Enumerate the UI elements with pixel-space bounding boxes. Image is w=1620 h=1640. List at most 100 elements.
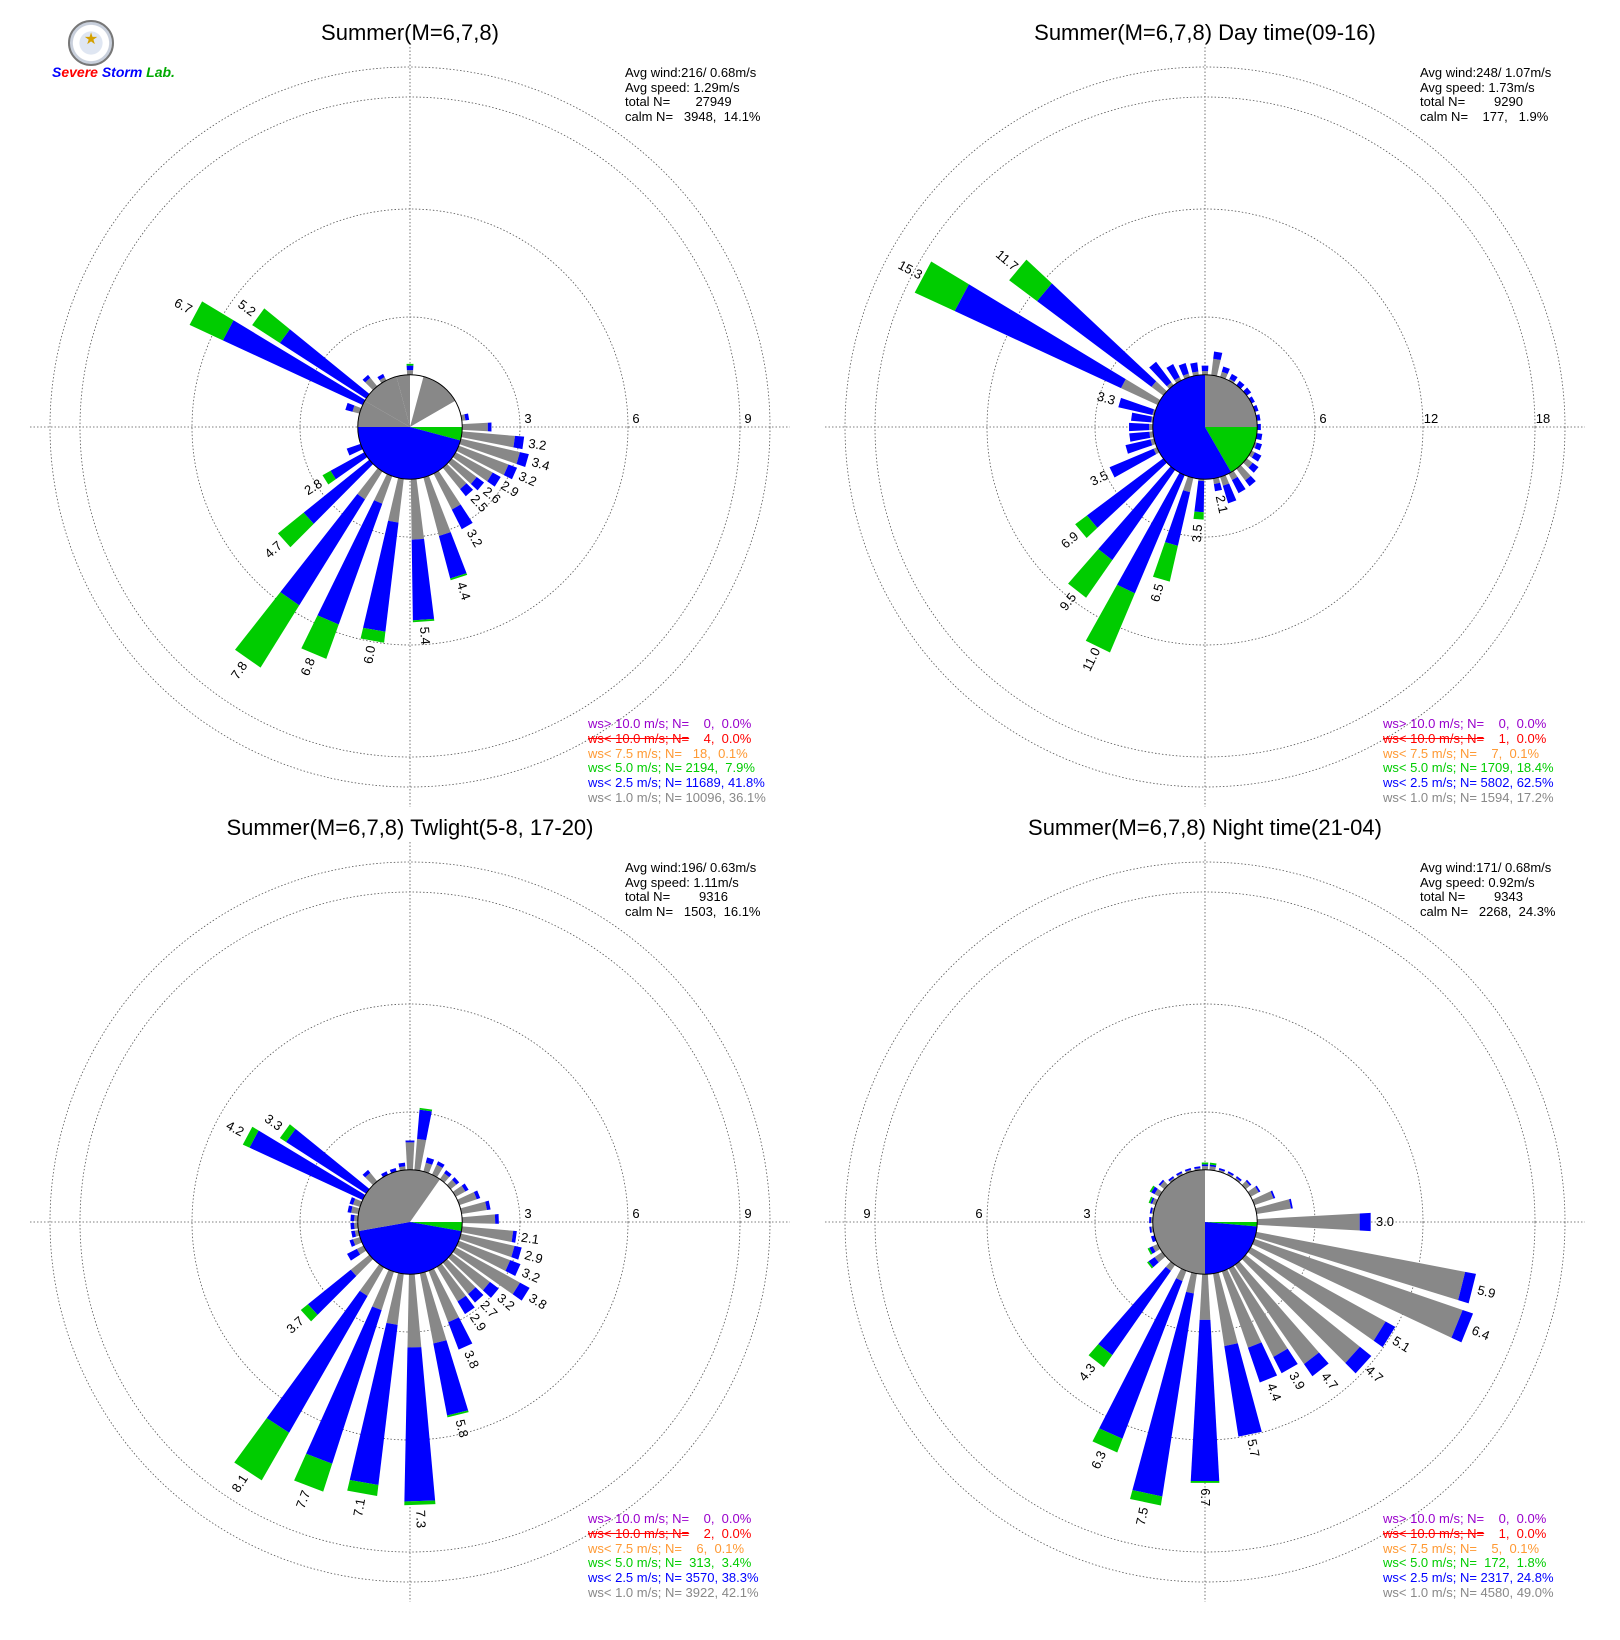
bar-calm-segment: [1176, 1268, 1187, 1282]
bar-slow-segment: [485, 1200, 491, 1211]
bar-slow-segment: [279, 329, 370, 399]
bar-value-label: 7.3: [413, 1510, 429, 1529]
bar-moderate-segment: [322, 470, 336, 485]
bar-moderate-segment: [406, 363, 414, 366]
legend-label: ws< 2.5 m/s; N=: [1383, 775, 1477, 791]
bar-moderate-segment: [279, 1124, 296, 1142]
legend-label: ws< 5.0 m/s; N=: [588, 1555, 682, 1571]
bar-slow-segment: [1129, 431, 1151, 442]
legend-label: ws> 10.0 m/s; N=: [1383, 1511, 1485, 1526]
bar-slow-segment: [349, 1197, 356, 1205]
bar-calm-segment: [388, 477, 404, 523]
ring-label: 9: [744, 1206, 751, 1221]
bar-calm-segment: [351, 1206, 360, 1214]
bar-calm-segment: [1234, 1261, 1320, 1365]
bar-slow-segment: [347, 1205, 353, 1213]
bar-slow-segment: [1255, 433, 1263, 441]
bar-moderate-segment: [1209, 1162, 1217, 1166]
legend-label: ws< 5.0 m/s; N=: [588, 760, 682, 776]
calm-pie-slice: [410, 427, 463, 441]
ring-label: 6: [1319, 411, 1326, 426]
bar-slow-segment: [222, 320, 366, 406]
bar-calm-segment: [442, 463, 467, 490]
legend-entry: ws< 7.5 m/s; N= 6, 0.1%: [588, 1540, 759, 1557]
bar-slow-segment: [512, 1282, 530, 1301]
bar-value-label: 3.9: [1286, 1369, 1308, 1392]
bar-value-label: 3.2: [527, 436, 547, 453]
bar-slow-segment: [1235, 1176, 1242, 1182]
bar-slow-segment: [1149, 1226, 1152, 1233]
stats-line: total N= 9316: [625, 889, 728, 904]
legend-value: 5, 0.1%: [1480, 1540, 1540, 1556]
bar-moderate-segment: [419, 1107, 433, 1112]
bar-slow-segment: [1176, 1171, 1183, 1176]
bar-value-label: 6.7: [1198, 1488, 1213, 1506]
bar-calm-segment: [1201, 371, 1209, 375]
bar-value-label: 4.7: [1363, 1362, 1386, 1385]
stats-line: Avg speed: 1.29m/s: [625, 79, 740, 95]
bar-calm-segment: [1247, 1186, 1259, 1197]
bar-slow-segment: [346, 443, 363, 456]
bar-slow-segment: [516, 452, 529, 467]
legend-label: ws< 7.5 m/s; N=: [588, 1540, 682, 1556]
bar-calm-segment: [448, 458, 477, 485]
bar-slow-segment: [363, 520, 399, 632]
bar-slow-segment: [1248, 396, 1255, 404]
bar-slow-segment: [1149, 1246, 1156, 1254]
legend-value: 18, 0.1%: [685, 745, 748, 761]
calm-pie-slice: [1205, 374, 1258, 427]
windrose-panel-3: 3 6 92.12.93.23.83.22.72.93.85.87.37.17.78…: [30, 842, 790, 1602]
calm-pie-slice: [1205, 1222, 1258, 1227]
bar-slow-segment: [1251, 452, 1262, 462]
bar-slow-segment: [1227, 1171, 1234, 1176]
bar-calm-segment: [386, 1272, 404, 1325]
bar-calm-segment: [1220, 475, 1230, 486]
bar-slow-segment: [1213, 482, 1223, 492]
bar-calm-segment: [423, 1162, 433, 1174]
legend-entry: ws< 1.0 m/s; N= 4580, 49.0%: [1383, 1585, 1554, 1601]
calm-pie-slice: [410, 376, 456, 427]
bar-moderate-segment: [914, 261, 969, 312]
bar-moderate-segment: [1152, 542, 1178, 582]
bar-calm-segment: [433, 470, 461, 510]
legend-entry: ws< 2.5 m/s; N= 3570, 38.3%: [588, 1570, 759, 1586]
bar-value-label: 4.4: [454, 580, 474, 602]
stats-line: Avg speed: 0.92m/s: [1420, 874, 1535, 890]
bar-calm-segment: [462, 422, 488, 432]
bar-slow-segment: [249, 1130, 366, 1201]
bar-slow-segment: [1224, 1343, 1262, 1437]
bar-moderate-segment: [1148, 1196, 1153, 1204]
bar-calm-segment: [379, 377, 387, 384]
bar-slow-segment: [1458, 1271, 1476, 1304]
bar-calm-segment: [1151, 381, 1167, 396]
bar-calm-segment: [1236, 465, 1251, 481]
bar-moderate-segment: [412, 618, 435, 623]
bar-slow-segment: [1190, 1319, 1220, 1482]
bar-calm-segment: [359, 1264, 384, 1296]
bar-value-label: 3.8: [526, 1290, 549, 1312]
bar-value-label: 5.9: [1476, 1282, 1497, 1301]
legend-label: ws> 10.0 m/s; N=: [1383, 716, 1485, 731]
panel-title: Summer(M=6,7,8) Day time(09-16): [1034, 20, 1376, 45]
bar-slow-segment: [1218, 1167, 1226, 1172]
bar-slow-segment: [1247, 1342, 1278, 1383]
bar-slow-segment: [505, 1260, 521, 1276]
bar-slow-segment: [438, 532, 467, 579]
bar-calm-segment: [1253, 442, 1257, 449]
bar-calm-segment: [1186, 1272, 1197, 1294]
bar-calm-segment: [1228, 1265, 1288, 1357]
bar-slow-segment: [1194, 480, 1205, 513]
bar-value-label: 6.7: [172, 295, 195, 317]
bar-moderate-segment: [404, 1500, 436, 1506]
legend-label: ws< 2.5 m/s; N=: [1383, 1570, 1477, 1586]
bar-moderate-segment: [1190, 1481, 1220, 1483]
windrose-panel-1: 3 6 93.23.43.22.92.62.53.24.45.46.06.87.84…: [30, 47, 790, 807]
legend-entry: ws< 1.0 m/s; N= 10096, 36.1%: [588, 790, 766, 806]
bar-slow-segment: [266, 1290, 368, 1433]
bar-slow-segment: [1303, 1352, 1329, 1377]
bar-slow-segment: [1257, 423, 1261, 431]
calm-circle-outline: [1152, 1169, 1258, 1275]
legend-value: 2317, 24.8%: [1480, 1570, 1554, 1586]
bar-value-label: 6.4: [1470, 1323, 1492, 1344]
bar-slow-segment: [303, 459, 374, 524]
